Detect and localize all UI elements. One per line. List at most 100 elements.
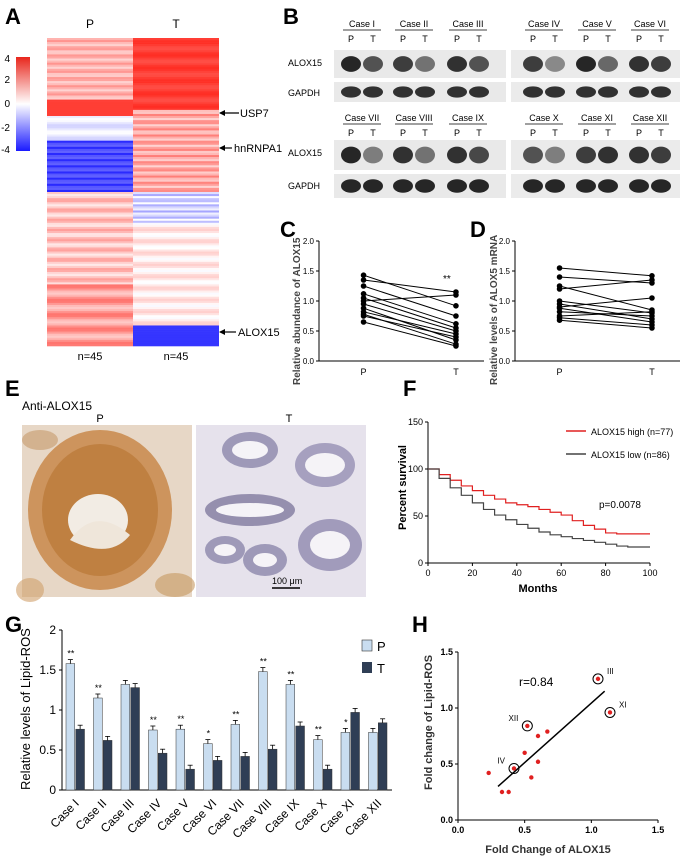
- wb-band: [341, 56, 361, 72]
- heatmap-cell: [47, 321, 133, 324]
- data-point: [535, 733, 541, 739]
- highlight-ring: [592, 673, 604, 685]
- significance-mark: **: [287, 669, 295, 679]
- heatmap-cell: [133, 251, 219, 254]
- heatmap-cell: [47, 148, 133, 152]
- heatmap-cell: [133, 171, 219, 174]
- heatmap-cell: [133, 196, 219, 199]
- y-tick-label: 2.0: [499, 237, 511, 246]
- heatmap-cell: [133, 327, 219, 330]
- bar: [130, 687, 140, 791]
- heatmap-cell: [133, 294, 219, 298]
- data-point: [360, 301, 367, 307]
- heatmap-cell: [47, 233, 133, 236]
- data-point: [595, 676, 601, 682]
- bar: [368, 732, 378, 791]
- heatmap-cell: [47, 319, 133, 322]
- heatmap-cell: [47, 259, 133, 263]
- heatmap-cell: [133, 116, 219, 119]
- y-tick-label: 0.5: [499, 327, 511, 336]
- bar: [65, 663, 75, 791]
- heatmap-cell: [47, 222, 133, 226]
- bar: [185, 768, 195, 791]
- heatmap-cell: [133, 284, 219, 287]
- heatmap-cell: [133, 202, 219, 205]
- heatmap-cell: [133, 189, 219, 193]
- wb-case-label: Case VI: [634, 19, 666, 29]
- bar: [203, 743, 213, 791]
- heatmap-cell: [133, 122, 219, 125]
- chart-c: 0.0 0.5 1.0 1.5 2.0 P T Relative abundance of …: [292, 237, 484, 385]
- heatmap-cell: [133, 208, 219, 211]
- significance-mark: **: [150, 715, 158, 725]
- wb-case-label: Case IV: [528, 19, 560, 29]
- chart-f: 0 50 100 150 0 20 40 60 80 100 Percent survival M…: [397, 417, 673, 595]
- heatmap-cell: [47, 231, 133, 234]
- heatmap-cell: [47, 311, 133, 314]
- wb-band: [598, 86, 618, 98]
- heatmap-cell: [47, 122, 133, 125]
- heatmap-cell: [47, 46, 133, 49]
- heatmap-cell: [47, 309, 133, 312]
- heatmap-cell: [133, 253, 219, 256]
- y-tick-label: 2.0: [303, 237, 315, 246]
- x-tick-label: 1.0: [585, 825, 598, 835]
- heatmap-cell: [47, 323, 133, 326]
- heatmap-cell: [47, 239, 133, 242]
- heatmap-cell: [133, 152, 219, 156]
- wb-lane-p: P: [348, 128, 354, 138]
- heatmap-cell: [133, 38, 219, 41]
- heatmap-cell: [133, 68, 219, 72]
- heatmap-cell: [133, 278, 219, 281]
- wb-lane-t: T: [422, 128, 428, 138]
- arrow-icon: [219, 110, 225, 116]
- highlight-ring: [604, 706, 616, 718]
- heatmap-cell: [47, 286, 133, 289]
- pair-line: [363, 303, 457, 332]
- heatmap-cell: [133, 290, 219, 293]
- heatmap-cell: [47, 167, 133, 170]
- wb-band: [469, 86, 489, 98]
- heatmap-cell: [47, 107, 133, 111]
- heatmap-cell: [47, 272, 133, 275]
- pair-line: [363, 297, 457, 329]
- y-tick-label: 0.5: [303, 327, 315, 336]
- heatmap-cell: [47, 101, 133, 104]
- heatmap-cell: [133, 140, 219, 144]
- x-tick-label: 80: [601, 568, 611, 578]
- heatmap-cell: [47, 60, 133, 63]
- x-tick-label: 40: [512, 568, 522, 578]
- significance-mark: *: [344, 717, 348, 727]
- heatmap-cell: [47, 282, 133, 285]
- heatmap-cell: [47, 113, 133, 117]
- heatmap-cell: [133, 233, 219, 236]
- data-point: [522, 750, 527, 755]
- heatmap-cell: [133, 187, 219, 191]
- wb-band: [393, 179, 413, 193]
- heatmap-cell: [133, 270, 219, 273]
- chart-f-xlabel: Months: [518, 583, 557, 595]
- heatmap-cell: [47, 255, 133, 258]
- heatmap-cell: [47, 52, 133, 55]
- heatmap-cell: [133, 161, 219, 164]
- wb-case-label: Case XI: [581, 113, 613, 123]
- wb-band: [341, 146, 361, 164]
- wb-band: [576, 56, 596, 72]
- data-point: [649, 313, 655, 319]
- heatmap-col-t: T: [172, 17, 180, 31]
- heatmap-cell: [47, 87, 133, 90]
- scale-tick: -2: [1, 123, 10, 134]
- wb-band: [651, 56, 671, 72]
- heatmap-cell: [47, 187, 133, 191]
- heatmap-cell: [47, 56, 133, 59]
- scale-tick: 4: [4, 54, 10, 65]
- heatmap-cell: [133, 167, 219, 170]
- heatmap-cell: [133, 157, 219, 160]
- wb-band: [598, 179, 618, 193]
- heatmap-cell: [133, 148, 219, 152]
- wb-band: [598, 146, 618, 164]
- heatmap-cell: [47, 296, 133, 300]
- wb-band: [415, 86, 435, 98]
- wb-band: [363, 179, 383, 193]
- heatmap-cell: [47, 50, 133, 53]
